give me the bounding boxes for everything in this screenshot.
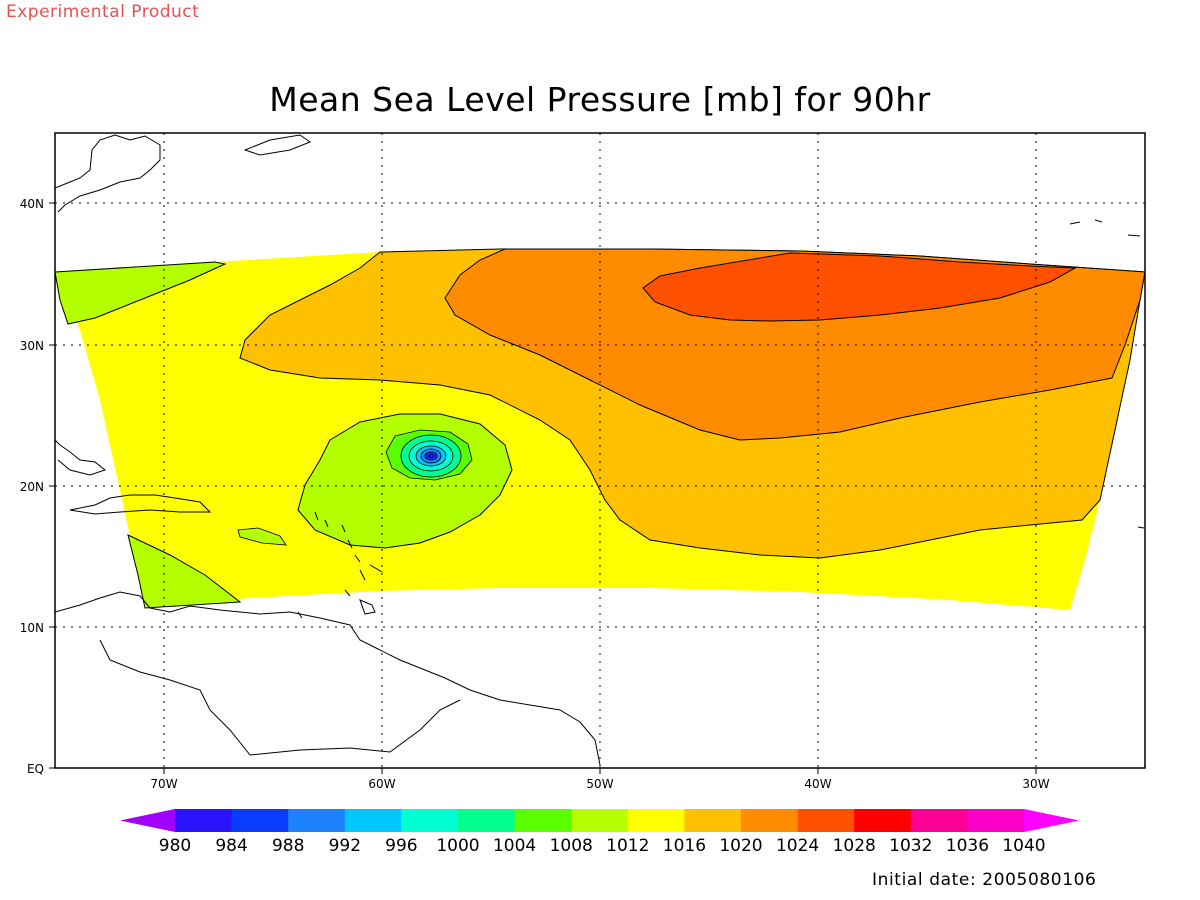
experimental-product-watermark: Experimental Product [6, 2, 200, 22]
lat-label-40n: 40N [20, 197, 44, 211]
colorbar-label: 1040 [1002, 836, 1045, 856]
colorbar-swatch [231, 809, 289, 832]
colorbar-swatch [571, 809, 629, 832]
coastline-cuba-bahamas [55, 439, 107, 476]
lon-label-50w: 50W [586, 777, 613, 791]
colorbar-label: 1012 [606, 836, 649, 856]
axis-ticks [49, 202, 1037, 774]
coastline-greater-antilles [69, 494, 212, 515]
colorbar-swatch [684, 809, 742, 832]
colorbar-label: 984 [215, 836, 247, 856]
colorbar-swatch [175, 809, 233, 832]
lat-label-30n: 30N [20, 339, 44, 353]
colorbar-label: 1032 [889, 836, 932, 856]
initial-date: Initial date: 2005080106 [872, 870, 1097, 890]
colorbar-label: 1036 [946, 836, 989, 856]
colorbar-arrow-low [120, 809, 175, 832]
graticule [55, 133, 1145, 768]
band-1008-1012-northwest [55, 261, 227, 325]
colorbar-label: 980 [159, 836, 191, 856]
lat-label-10n: 10N [20, 621, 44, 635]
band-1008-1012-southwest [127, 534, 242, 609]
colorbar-swatch [797, 809, 855, 832]
colorbar-swatch [627, 809, 685, 832]
colorbar-swatch [967, 809, 1025, 832]
chart-title: Mean Sea Level Pressure [mb] for 90hr [269, 80, 931, 119]
colorbar-label: 996 [385, 836, 417, 856]
coastline-nova-scotia [243, 134, 312, 156]
colorbar-swatch [910, 809, 968, 832]
colorbar-swatch [458, 809, 516, 832]
colorbar-label: 1024 [776, 836, 819, 856]
band-980-984-low-center [427, 453, 435, 459]
coastline-venezuela-interior [99, 639, 461, 756]
colorbar-label: 1000 [436, 836, 479, 856]
coastline-atlantic-islets [1069, 219, 1145, 529]
pressure-field [55, 248, 1145, 610]
coastline-north-america [55, 134, 161, 213]
colorbar-swatch [854, 809, 912, 832]
lon-label-30w: 30W [1022, 777, 1049, 791]
colorbar-swatch [288, 809, 346, 832]
lon-label-40w: 40W [804, 777, 831, 791]
colorbar-swatch [401, 809, 459, 832]
colorbar-arrow-high [1024, 809, 1079, 832]
coastline-south-america [55, 591, 601, 766]
colorbar-swatch [344, 809, 402, 832]
lat-label-20n: 20N [20, 480, 44, 494]
colorbar-label: 1020 [719, 836, 762, 856]
band-1008-1012-islands [237, 527, 287, 546]
colorbar-label: 1004 [493, 836, 536, 856]
lon-label-70w: 70W [150, 777, 177, 791]
colorbar-label: 992 [329, 836, 361, 856]
coastlines [55, 134, 1145, 766]
coastline-lesser-antilles [297, 511, 383, 619]
coastline-trinidad [359, 599, 376, 615]
lon-label-60w: 60W [368, 777, 395, 791]
colorbar-label: 988 [272, 836, 304, 856]
lat-label-eq: EQ [27, 762, 44, 776]
colorbar-label: 1008 [550, 836, 593, 856]
colorbar-swatch [741, 809, 799, 832]
colorbar: 980 984 988 992 996 1000 1004 1008 1012 1016 1020 1… [120, 809, 1079, 856]
colorbar-label: 1016 [663, 836, 706, 856]
colorbar-swatch [514, 809, 572, 832]
colorbar-label: 1028 [833, 836, 876, 856]
band-1024-1028-high [642, 252, 1077, 322]
